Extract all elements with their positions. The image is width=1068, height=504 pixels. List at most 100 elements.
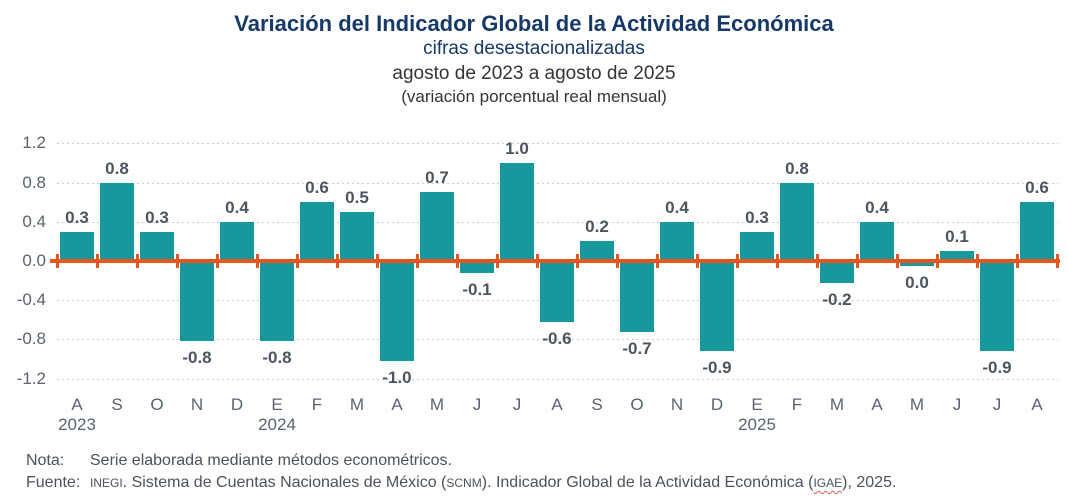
month-label: O <box>630 395 644 414</box>
gridline <box>57 339 1058 341</box>
y-axis-label: 0.0 <box>22 251 46 270</box>
gridline <box>57 378 1058 380</box>
axis-tick <box>855 254 859 268</box>
month-label: N <box>190 395 204 414</box>
axis-tick <box>655 254 659 268</box>
month-label: A <box>391 395 403 414</box>
month-label: N <box>670 395 684 414</box>
bar <box>420 192 454 261</box>
bar <box>500 163 534 261</box>
axis-tick <box>55 254 59 268</box>
axis-tick <box>895 254 899 268</box>
bar-value-label: -0.6 <box>542 328 572 348</box>
bar <box>60 231 94 261</box>
bar-value-label: 0.7 <box>425 168 449 188</box>
bar <box>1020 202 1054 261</box>
bar-chart-area: 1.2 0.8 0.4 0.0 -0.4 -0.8 -1.2 0.3 0.8 0.3 -0.8 0.… <box>0 125 1068 445</box>
bar-value-label: 0.0 <box>905 273 929 292</box>
axis-tick <box>295 254 299 268</box>
source-text-segment: ), 2025. <box>842 474 897 491</box>
axis-tick <box>215 254 219 268</box>
bar <box>340 212 374 261</box>
axis-tick <box>735 254 739 268</box>
bar <box>780 182 814 261</box>
bar-value-label: -0.9 <box>702 358 732 378</box>
bar <box>900 263 934 266</box>
bar-value-label: -0.8 <box>182 348 212 368</box>
month-label: E <box>751 395 763 414</box>
note-text: Serie elaborada mediante métodos economé… <box>90 452 452 469</box>
month-label: A <box>71 395 83 414</box>
page-title: Variación del Indicador Global de la Act… <box>234 11 834 36</box>
bar <box>180 263 214 342</box>
bar-value-label: 0.8 <box>785 158 809 178</box>
month-label: F <box>791 395 803 414</box>
bar <box>980 263 1014 352</box>
axis-tick <box>495 254 499 268</box>
year-label: 2024 <box>258 415 296 434</box>
bar-value-label: 1.0 <box>505 139 529 158</box>
month-label: M <box>829 395 845 414</box>
axis-tick <box>415 254 419 268</box>
bar-value-label: -0.9 <box>982 358 1012 378</box>
bar <box>660 221 694 261</box>
bar <box>820 263 854 283</box>
axis-tick <box>815 254 819 268</box>
month-label: A <box>1031 395 1043 414</box>
chart-subtitle: cifras desestacionalizadas <box>423 38 645 59</box>
axis-tick <box>335 254 339 268</box>
bar-value-label: -0.1 <box>462 279 492 299</box>
axis-tick <box>455 254 459 268</box>
axis-tick <box>175 254 179 268</box>
source-text-segment: ). Indicador Global de la Actividad Econ… <box>481 474 814 491</box>
bar <box>940 251 974 261</box>
y-axis-label: -0.4 <box>16 290 46 310</box>
month-label: F <box>311 395 323 414</box>
month-label: E <box>271 395 283 414</box>
month-label: A <box>551 395 563 414</box>
bar <box>860 221 894 261</box>
bar-value-label: 0.6 <box>1025 178 1049 198</box>
bar-value-label: -1.0 <box>382 368 412 387</box>
axis-tick <box>535 254 539 268</box>
gridline <box>57 221 1058 223</box>
axis-tick <box>695 254 699 268</box>
bar-value-label: 0.3 <box>145 207 169 227</box>
axis-tick <box>1015 254 1019 268</box>
bar <box>140 231 174 261</box>
month-label: J <box>992 395 1002 414</box>
year-label: 2025 <box>738 415 776 434</box>
bar <box>620 263 654 332</box>
bar-value-label: 0.5 <box>345 188 369 207</box>
month-label: O <box>150 395 164 414</box>
chart-measure-unit: (variación porcentual real mensual) <box>401 87 667 106</box>
bar-value-label: -0.8 <box>262 348 292 368</box>
zero-axis-line <box>50 259 1060 263</box>
axis-tick <box>975 254 979 268</box>
month-label: S <box>111 395 123 414</box>
year-label: 2023 <box>58 415 96 434</box>
bar <box>100 182 134 261</box>
source-acronym: INEGI <box>90 476 123 490</box>
bar <box>380 263 414 361</box>
bar <box>740 231 774 261</box>
y-axis-label: 0.8 <box>22 172 46 192</box>
bar-value-label: 0.3 <box>65 207 89 227</box>
month-label: A <box>871 395 883 414</box>
axis-tick <box>775 254 779 268</box>
month-label: J <box>952 395 962 414</box>
bar-value-label: 0.3 <box>745 207 769 227</box>
bar-value-label: 0.2 <box>585 217 609 237</box>
bar <box>540 263 574 322</box>
bar <box>300 202 334 261</box>
month-label: M <box>429 395 445 414</box>
source-text: INEGI. Sistema de Cuentas Nacionales de … <box>90 474 896 491</box>
month-label: D <box>710 395 724 414</box>
bar-value-label: 0.6 <box>305 178 329 198</box>
month-label: J <box>472 395 482 414</box>
gridline <box>57 182 1058 184</box>
bar <box>260 263 294 342</box>
bar-value-label: 0.4 <box>665 197 689 217</box>
bar-value-label: 0.8 <box>105 158 129 178</box>
note-label: Nota: <box>26 452 65 469</box>
